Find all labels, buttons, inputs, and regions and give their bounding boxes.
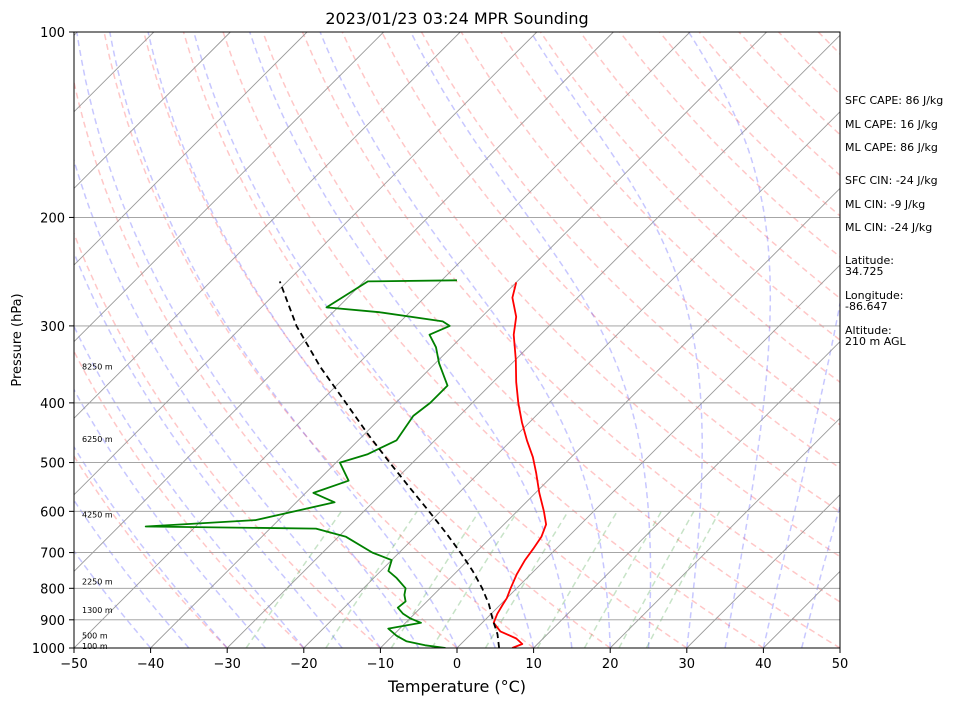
x-axis-label: Temperature (°C) [387, 677, 526, 696]
isotherm [74, 32, 614, 573]
isotherm [74, 32, 461, 419]
isotherm [74, 32, 384, 343]
y-tick-label: 200 [40, 211, 65, 226]
y-tick-label: 700 [40, 547, 65, 562]
x-tick-label: −20 [290, 657, 317, 672]
ml-cape-text-1: ML CAPE: 16 J/kg [845, 118, 938, 131]
moist-adiabat [74, 250, 343, 648]
x-tick-label: 10 [525, 657, 542, 672]
mixing-ratio-line [484, 510, 569, 648]
y-tick-label: 500 [40, 457, 65, 472]
x-tick-label: −40 [137, 657, 164, 672]
isotherm [226, 34, 840, 648]
moist-adiabat [319, 32, 611, 648]
isotherm [74, 32, 691, 648]
isotherm [74, 32, 231, 190]
y-tick-label: 100 [40, 26, 65, 41]
x-tick-label: −30 [213, 657, 240, 672]
plot-frame [73, 31, 841, 649]
longitude-text: Longitude: -86.647 [845, 289, 904, 313]
isotherm [533, 340, 840, 648]
moist-adiabat [74, 499, 190, 648]
isotherm [303, 111, 840, 648]
isotherm [150, 32, 767, 648]
isotherm [74, 32, 308, 266]
x-tick-label: −50 [60, 657, 87, 672]
isotherm [380, 187, 840, 648]
x-tick-label: 20 [602, 657, 619, 672]
chart-title: 2023/01/23 03:24 MPR Sounding [325, 9, 588, 28]
ml-cin-text-2: ML CIN: -24 J/kg [845, 221, 933, 234]
dry-adiabat [262, 32, 840, 648]
dry-adiabat [74, 231, 381, 648]
data-lines [144, 279, 547, 648]
ml-cin-text-1: ML CIN: -9 J/kg [845, 198, 926, 211]
height-label: 100 m [82, 642, 108, 651]
moist-adiabat [248, 32, 573, 648]
moist-adiabat [193, 32, 535, 648]
dry-adiabat [74, 349, 305, 648]
axes: −50 −40 −30 −20 −10 0 10 20 30 40 50 1000 900 800 700 6… [32, 26, 848, 672]
x-tick-label: 0 [453, 657, 461, 672]
altitude-text: Altitude: 210 m AGL [845, 324, 906, 348]
dewpoint-line [144, 279, 458, 648]
moist-adiabat [74, 445, 228, 648]
moist-adiabat [800, 503, 840, 648]
isotherm [456, 264, 840, 648]
moist-adiabat [762, 299, 840, 648]
moist-adiabat [109, 32, 458, 648]
parcel-line [278, 281, 500, 648]
height-label: 500 m [82, 632, 108, 641]
height-label: 1300 m [82, 606, 113, 615]
isotherm [686, 494, 840, 648]
height-label: 8250 m [82, 362, 113, 371]
moist-adiabat [688, 32, 772, 648]
isotherm [609, 417, 840, 648]
temperature-line [492, 282, 547, 648]
y-tick-label: 400 [40, 397, 65, 412]
ml-cape-text-2: ML CAPE: 86 J/kg [845, 141, 938, 154]
height-label: 2250 m [82, 578, 113, 587]
dry-adiabat [103, 32, 535, 648]
sfc-cin-text: SFC CIN: -24 J/kg [845, 174, 938, 187]
background-lines [74, 32, 840, 648]
moist-adiabat [530, 32, 703, 648]
dry-adiabat [143, 32, 611, 648]
latitude-text: Latitude: 34.725 [845, 254, 894, 278]
sfc-cape-text: SFC CAPE: 86 J/kg [845, 94, 944, 107]
y-tick-label: 800 [40, 582, 65, 597]
dry-adiabat [182, 32, 688, 648]
mixing-ratio-line [645, 510, 721, 648]
mixing-ratio-line [583, 510, 663, 648]
isotherm [0, 32, 1, 648]
height-label: 4250 m [82, 510, 113, 519]
dry-adiabat [222, 32, 764, 648]
height-label: 6250 m [82, 435, 113, 444]
y-tick-label: 300 [40, 320, 65, 335]
x-tick-label: 30 [679, 657, 696, 672]
isotherm [74, 32, 538, 496]
grid-lines [0, 32, 840, 648]
moist-adiabat [147, 32, 497, 648]
y-tick-label: 600 [40, 505, 65, 520]
x-tick-label: 50 [832, 657, 849, 672]
y-tick-label: 1000 [32, 642, 65, 657]
dry-adiabat [579, 32, 840, 300]
x-tick-label: −10 [367, 657, 394, 672]
y-tick-label: 900 [40, 614, 65, 629]
moist-adiabat [76, 32, 420, 648]
moist-adiabat [74, 157, 382, 648]
dry-adiabat [74, 79, 458, 648]
y-axis-label: Pressure (hPa) [10, 293, 25, 386]
x-tick-label: 40 [755, 657, 772, 672]
moist-adiabat [410, 32, 652, 648]
mixing-ratio-line [536, 510, 618, 648]
